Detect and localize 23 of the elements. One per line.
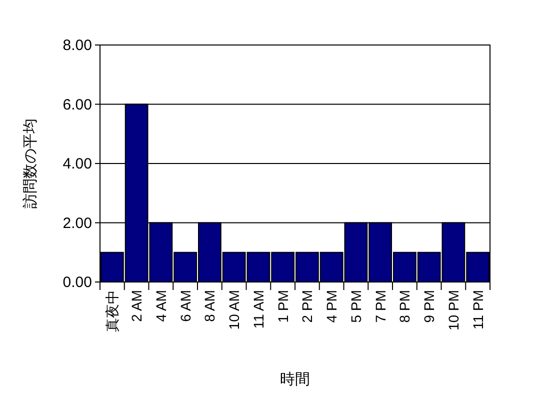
x-tick-label: 9 PM [421,290,438,323]
x-tick-label: 11 PM [470,290,486,330]
x-tick-label: 2 AM [128,290,145,322]
y-tick-label: 0.00 [62,274,92,291]
y-tick-label: 8.00 [62,37,92,54]
x-tick-label: 4 PM [324,290,340,323]
x-tick-label: 真夜中 [104,290,120,332]
x-tick-label: 8 PM [396,290,413,323]
x-tick-label: 5 PM [348,290,364,323]
y-axis-title: 訪問数の平均 [22,118,39,208]
x-tick-label: 10 AM [226,290,242,330]
y-tick-label: 2.00 [62,214,92,232]
y-tick-label: 6.00 [62,96,92,114]
x-tick-label: 2 PM [299,290,316,323]
x-tick-label: 8 AM [202,290,218,322]
x-tick-label: 10 PM [445,290,462,330]
x-tick-label: 1 PM [274,290,291,323]
y-tick-label: 4.00 [62,156,92,172]
x-tick-label: 6 AM [177,290,194,322]
x-tick-label: 11 AM [250,290,266,329]
x-axis-title: 時間 [280,371,310,388]
x-tick-label: 4 AM [152,290,169,322]
x-tick-label: 7 PM [372,290,388,323]
